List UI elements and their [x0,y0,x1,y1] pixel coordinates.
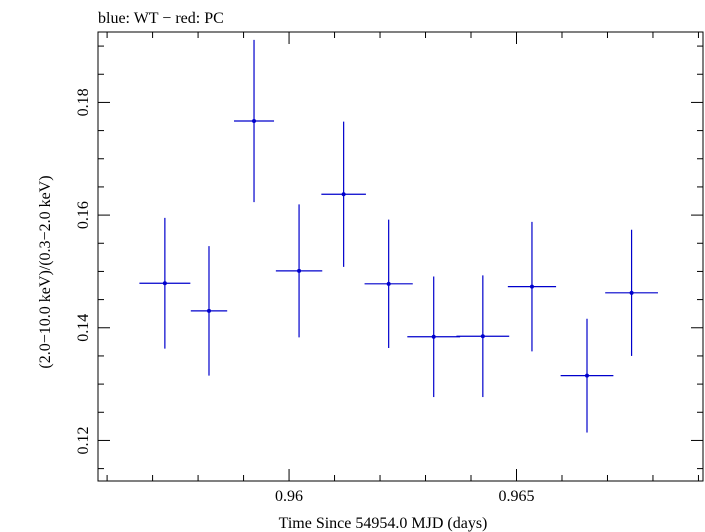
x-tick-label: 0.965 [498,488,534,505]
y-axis-label: (2.0−10.0 keV)/(0.3−2.0 keV) [37,175,54,368]
y-tick-label: 0.12 [75,426,92,454]
data-point [605,229,658,356]
point-marker [252,119,257,124]
point-marker [480,334,485,339]
data-point [507,221,557,352]
data-point [321,121,366,267]
point-marker [629,290,634,295]
tick-labels: 0.96 0.965 0.12 0.14 0.16 0.18 [75,88,534,505]
data-point [456,275,510,398]
x-tick-label: 0.96 [275,488,303,505]
series-wt [139,39,658,433]
x-axis-label: Time Since 54954.0 MJD (days) [279,515,488,532]
point-marker [529,284,534,289]
data-point [234,39,275,203]
point-marker [386,281,391,286]
data-point [275,204,323,338]
data-series [139,39,658,433]
point-marker [431,334,436,339]
plot-frame [97,31,704,482]
point-marker [341,192,346,197]
data-point [560,318,614,433]
point-marker [162,281,167,286]
y-tick-label: 0.16 [75,201,92,229]
axis-ticks [98,32,703,481]
data-point [407,276,461,398]
data-point [139,217,191,349]
y-tick-label: 0.18 [75,88,92,116]
point-marker [206,308,211,313]
point-marker [297,268,302,273]
point-marker [585,373,590,378]
y-tick-label: 0.14 [75,314,92,342]
chart-title: blue: WT − red: PC [98,10,224,27]
data-point [190,246,228,376]
data-point [364,219,413,349]
